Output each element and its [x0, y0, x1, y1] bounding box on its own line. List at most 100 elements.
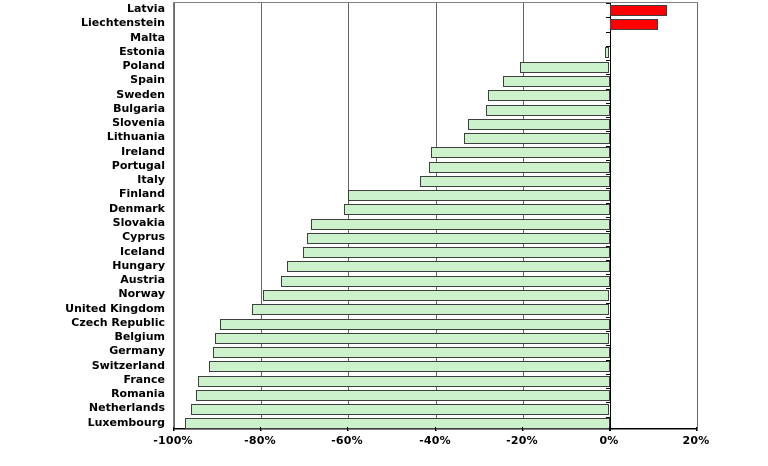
bar-united-kingdom — [252, 304, 609, 316]
category-tick — [606, 74, 610, 75]
category-label-france: France — [123, 372, 165, 386]
bar-italy — [420, 175, 610, 187]
bar-bulgaria — [486, 104, 610, 116]
category-label-italy: Italy — [137, 173, 165, 187]
x-tick-label--40: -40% — [419, 434, 451, 447]
category-label-cyprus: Cyprus — [122, 230, 165, 244]
category-tick — [606, 345, 610, 346]
bar-france — [198, 375, 610, 387]
x-tick-mark — [347, 427, 348, 431]
x-tick-mark — [260, 427, 261, 431]
category-tick — [606, 388, 610, 389]
category-label-liechtenstein: Liechtenstein — [80, 16, 165, 30]
bar-slovenia — [468, 118, 610, 130]
category-tick — [606, 331, 610, 332]
category-label-germany: Germany — [109, 344, 165, 358]
category-tick — [606, 46, 610, 47]
category-label-sweden: Sweden — [116, 87, 165, 101]
bar-liechtenstein — [610, 18, 658, 30]
category-label-slovenia: Slovenia — [112, 116, 165, 130]
bar-luxembourg — [185, 418, 610, 430]
category-tick — [606, 117, 610, 118]
category-label-latvia: Latvia — [126, 2, 165, 15]
category-tick — [606, 103, 610, 104]
category-tick — [606, 89, 610, 90]
category-label-czech-republic: Czech Republic — [71, 315, 165, 329]
gridline-20 — [697, 3, 698, 431]
bar-estonia — [605, 47, 609, 59]
category-label-romania: Romania — [111, 387, 165, 401]
category-tick — [606, 402, 610, 403]
x-tick-mark — [173, 427, 174, 431]
category-label-netherlands: Netherlands — [88, 401, 165, 415]
bar-iceland — [303, 247, 610, 259]
category-label-switzerland: Switzerland — [91, 358, 165, 372]
bar-norway — [263, 289, 609, 301]
x-tick-mark — [522, 427, 523, 431]
x-tick-label--60: -60% — [331, 434, 363, 447]
category-label-united-kingdom: United Kingdom — [65, 301, 165, 315]
bar-denmark — [344, 204, 610, 216]
plot-area — [173, 2, 698, 431]
bar-spain — [503, 75, 610, 87]
category-tick — [606, 60, 610, 61]
bar-sweden — [488, 90, 610, 102]
category-tick — [606, 246, 610, 247]
category-label-poland: Poland — [122, 59, 165, 73]
category-label-austria: Austria — [120, 273, 165, 287]
category-tick — [606, 131, 610, 132]
category-tick — [606, 360, 610, 361]
gridline--40 — [436, 3, 437, 431]
x-tick-label--100: -100% — [153, 434, 193, 447]
category-label-iceland: Iceland — [120, 244, 165, 258]
bar-switzerland — [209, 361, 610, 373]
x-tick-mark — [696, 427, 697, 431]
category-tick — [606, 417, 610, 418]
category-tick — [606, 17, 610, 18]
bar-cyprus — [307, 232, 610, 244]
bar-austria — [281, 275, 610, 287]
bar-slovakia — [311, 218, 610, 230]
bar-finland — [348, 190, 610, 202]
gridline--60 — [348, 3, 349, 431]
category-tick — [606, 374, 610, 375]
gridline--100 — [174, 3, 175, 431]
category-label-portugal: Portugal — [111, 158, 165, 172]
bar-czech-republic — [220, 318, 610, 330]
category-tick — [606, 188, 610, 189]
x-tick-mark — [435, 427, 436, 431]
category-label-malta: Malta — [130, 30, 165, 44]
bar-germany — [213, 347, 610, 359]
bar-latvia — [610, 4, 667, 16]
category-label-bulgaria: Bulgaria — [113, 101, 165, 115]
category-tick — [606, 32, 610, 33]
bar-hungary — [287, 261, 610, 273]
x-tick-label-0: 0% — [599, 434, 619, 447]
category-tick — [606, 260, 610, 261]
bar-netherlands — [191, 404, 609, 416]
category-tick — [606, 146, 610, 147]
category-label-finland: Finland — [118, 187, 165, 201]
category-tick — [606, 160, 610, 161]
category-label-luxembourg: Luxembourg — [87, 415, 165, 429]
category-label-lithuania: Lithuania — [106, 130, 165, 144]
category-label-spain: Spain — [130, 73, 165, 87]
category-tick — [606, 231, 610, 232]
x-tick-label--80: -80% — [244, 434, 276, 447]
bar-romania — [196, 389, 610, 401]
bar-belgium — [215, 332, 609, 344]
x-tick-label--20: -20% — [506, 434, 538, 447]
category-tick — [606, 174, 610, 175]
category-label-ireland: Ireland — [121, 144, 165, 158]
bar-poland — [520, 61, 609, 73]
category-tick — [606, 303, 610, 304]
bar-ireland — [431, 147, 610, 159]
bar-lithuania — [464, 133, 610, 145]
category-label-slovakia: Slovakia — [112, 216, 165, 229]
gridline--20 — [523, 3, 524, 431]
category-tick — [606, 3, 610, 4]
category-tick — [606, 203, 610, 204]
category-tick — [606, 217, 610, 218]
category-label-hungary: Hungary — [112, 258, 165, 272]
